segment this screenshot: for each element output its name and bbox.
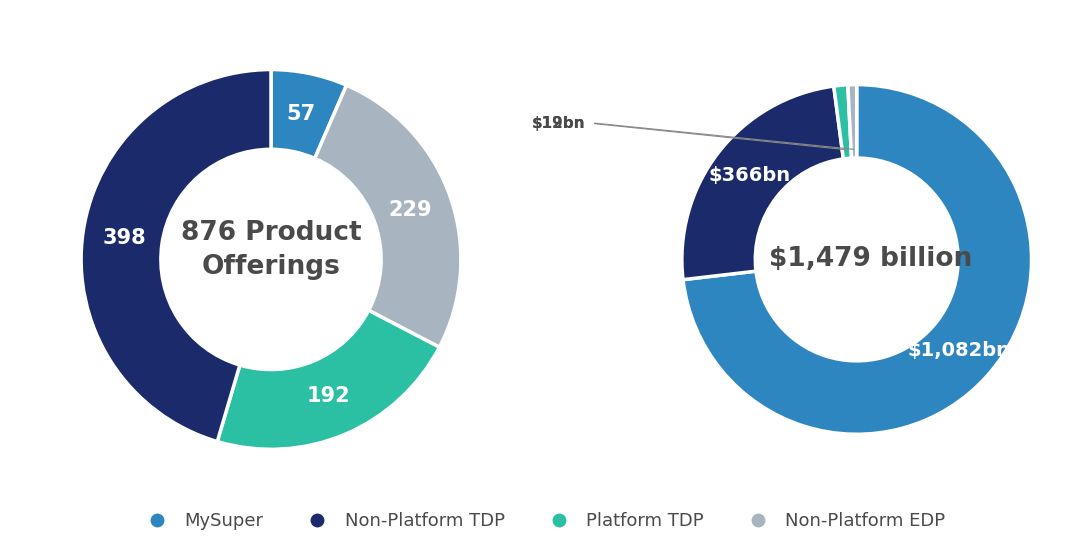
Text: 229: 229	[389, 200, 433, 220]
Legend: MySuper, Non-Platform TDP, Platform TDP, Non-Platform EDP: MySuper, Non-Platform TDP, Platform TDP,…	[132, 505, 952, 538]
Wedge shape	[848, 84, 856, 158]
Wedge shape	[271, 70, 347, 158]
Text: 398: 398	[103, 229, 146, 248]
Text: $19bn: $19bn	[532, 116, 585, 131]
Wedge shape	[81, 70, 271, 442]
Wedge shape	[682, 86, 843, 280]
Text: 57: 57	[286, 104, 315, 124]
Wedge shape	[217, 310, 439, 449]
Wedge shape	[834, 85, 852, 159]
Wedge shape	[314, 85, 461, 347]
Text: 876 Product
Offerings: 876 Product Offerings	[181, 220, 361, 280]
Wedge shape	[683, 84, 1032, 434]
Text: $1,479 billion: $1,479 billion	[769, 246, 972, 273]
Text: $366bn: $366bn	[708, 166, 790, 185]
Text: 192: 192	[307, 386, 351, 406]
Text: $1,082bn: $1,082bn	[907, 341, 1010, 360]
Text: $12bn: $12bn	[532, 115, 585, 131]
